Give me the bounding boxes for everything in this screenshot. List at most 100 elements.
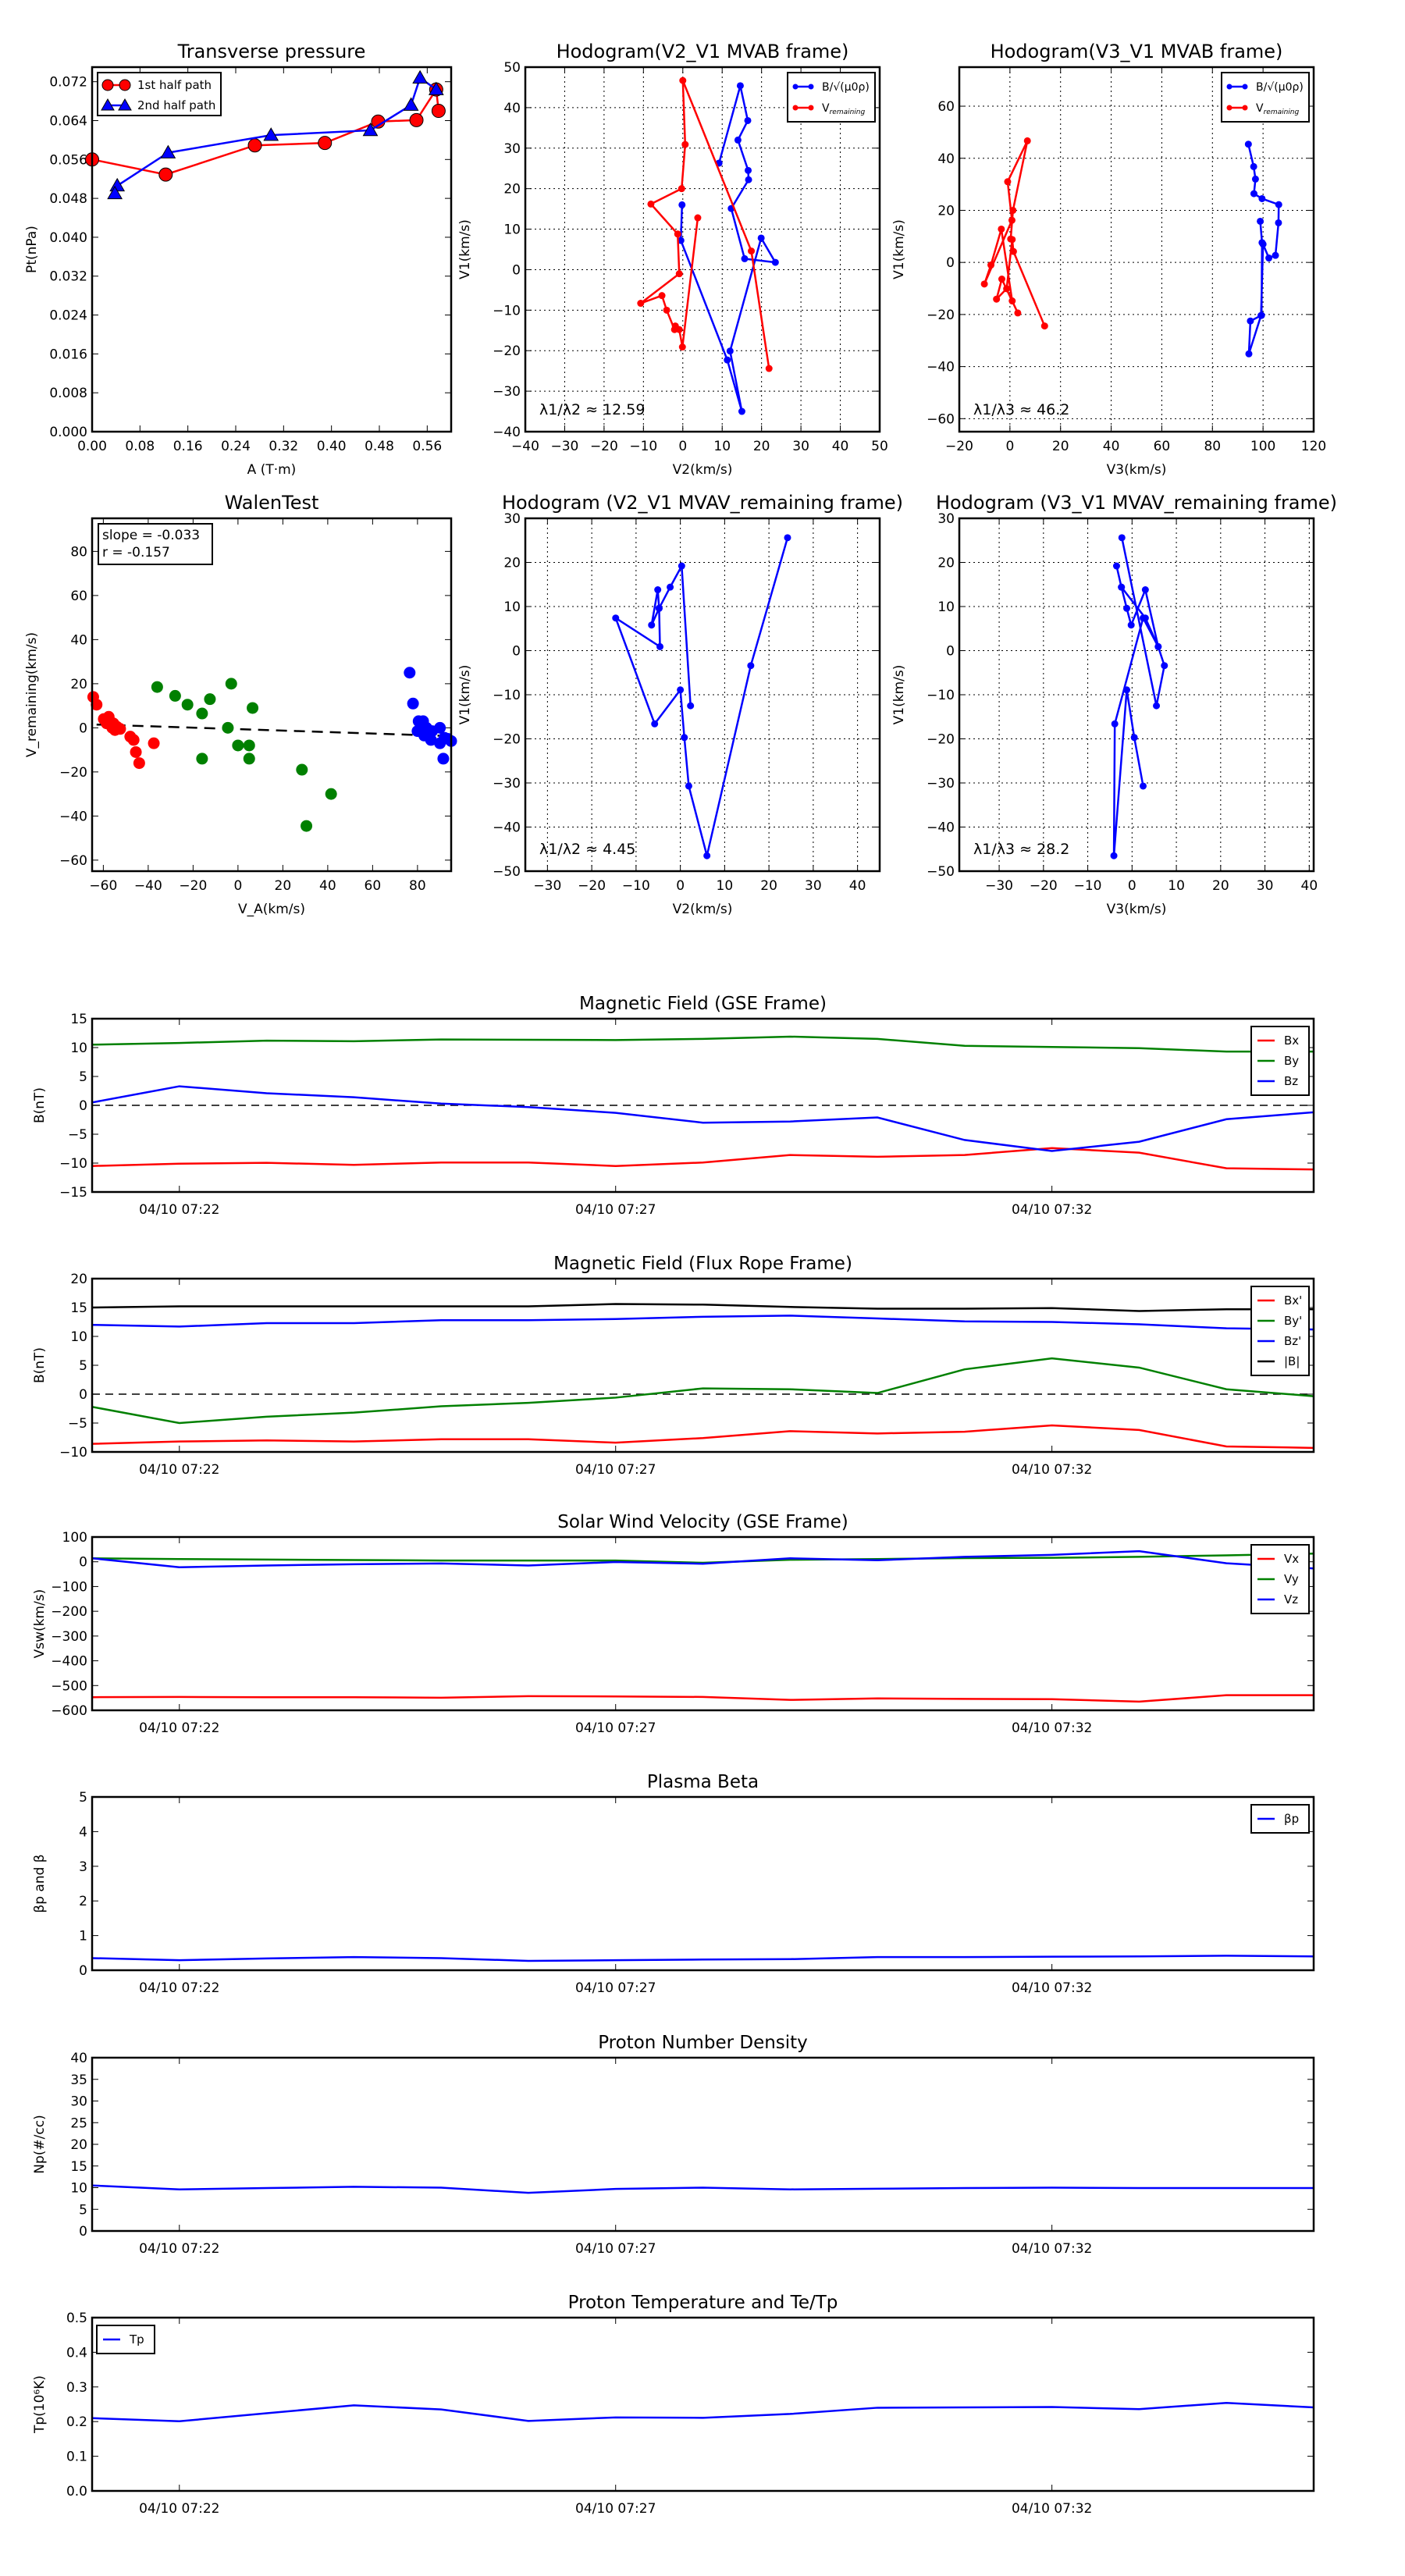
data-point [687, 702, 695, 710]
legend-box [97, 72, 222, 116]
x-tick-label: −20 [945, 439, 973, 454]
y-tick-label: −20 [493, 343, 521, 359]
y-tick-label: −10 [927, 688, 955, 703]
series-line [983, 140, 1046, 327]
x-tick-label: 04/10 07:22 [139, 1202, 219, 1218]
x-tick-label: 20 [753, 439, 770, 454]
y-tick-label: 0.032 [49, 269, 87, 285]
y-tick-label: −400 [51, 1654, 87, 1670]
y-tick-label: 10 [70, 2181, 87, 2197]
data-point [1272, 251, 1279, 259]
plot-frame [91, 1017, 1315, 1194]
x-tick-label: 80 [409, 878, 426, 894]
data-point [655, 604, 663, 612]
y-tick-label: 30 [937, 511, 955, 527]
y-axis-label: V1(km/s) [891, 665, 907, 725]
y-tick-label: 0.040 [49, 230, 87, 246]
chart-title: Solar Wind Velocity (GSE Frame) [557, 1512, 848, 1532]
data-point [1257, 217, 1264, 225]
data-point [1130, 734, 1138, 742]
x-tick-label: 0.40 [317, 439, 347, 454]
x-tick-label: 10 [717, 878, 734, 894]
data-point [667, 583, 674, 591]
y-tick-label: 0 [946, 644, 955, 660]
legend-label: B/√(μ0ρ) [1256, 81, 1304, 94]
x-tick-label: 20 [1052, 439, 1069, 454]
x-axis-label: V2(km/s) [673, 462, 733, 478]
legend-marker [792, 84, 799, 90]
series-b-0- [1244, 141, 1282, 358]
eigenvalue-ratio-annotation: λ1/λ2 ≈ 12.59 [539, 401, 645, 418]
series-v-remaining [637, 76, 773, 372]
y-tick-label: 5 [79, 1069, 87, 1085]
data-point [980, 280, 988, 288]
x-tick-label: −40 [134, 878, 162, 894]
y-tick-label: 10 [70, 1329, 87, 1345]
data-point [1118, 583, 1126, 591]
data-point [647, 200, 655, 208]
legend-marker [1242, 84, 1248, 90]
x-tick-label: 30 [792, 439, 809, 454]
data-point [127, 734, 140, 746]
data-point [196, 753, 208, 765]
y-tick-label: 10 [70, 1041, 87, 1056]
legend-label: Bx [1284, 1034, 1299, 1048]
y-axis-label: V1(km/s) [457, 219, 473, 279]
legend: Vx Vy Vz [1250, 1544, 1310, 1614]
data-point [736, 82, 744, 90]
y-tick-label: −5 [68, 1416, 87, 1432]
x-tick-label: 04/10 07:32 [1012, 1720, 1092, 1736]
x-tick-label: 04/10 07:27 [575, 1462, 656, 1478]
y-tick-label: 20 [937, 556, 955, 571]
data-point [148, 737, 160, 749]
x-tick-label: −60 [89, 878, 117, 894]
legend-label: |B| [1284, 1354, 1300, 1368]
data-point [1140, 782, 1147, 790]
eigenvalue-ratio-annotation: λ1/λ3 ≈ 28.2 [973, 841, 1069, 858]
y-tick-label: 0.1 [66, 2450, 87, 2465]
y-axis-label: V1(km/s) [457, 665, 473, 725]
chart-transverse-pressure: Transverse pressure 0.00 0.08 0.16 0.24 0.32 0… [24, 41, 453, 478]
data-point [1257, 311, 1265, 319]
legend: Bx' By' Bz' |B| [1250, 1286, 1310, 1376]
y-axis-label: Vsw(km/s) [32, 1589, 48, 1659]
y-tick-label: 4 [79, 1824, 87, 1840]
series-line-tp [91, 2401, 1314, 2423]
y-tick-label: 10 [503, 222, 521, 238]
series-2nd-half-path [107, 69, 444, 200]
y-tick-label: 20 [503, 556, 521, 571]
y-tick-label: −15 [59, 1185, 87, 1201]
data-point [1110, 852, 1118, 859]
x-tick-label: 0 [676, 878, 685, 894]
y-tick-label: 0.000 [49, 425, 87, 440]
data-point [677, 237, 685, 244]
y-tick-label: 100 [62, 1530, 87, 1546]
series-line [640, 80, 770, 369]
chart-title: WalenTest [225, 492, 319, 514]
x-tick-label: 0.32 [269, 439, 298, 454]
y-tick-label: 2 [79, 1894, 87, 1909]
x-tick-label: 40 [832, 439, 849, 454]
y-tick-label: 0 [512, 644, 521, 660]
data-point [263, 127, 279, 141]
y-tick-label: 0.016 [49, 347, 87, 362]
data-point [1140, 614, 1147, 622]
y-axis-label: Np(#/cc) [32, 2115, 48, 2173]
data-point [747, 662, 755, 670]
series-line-vy [91, 1552, 1314, 1564]
data-point [296, 763, 308, 776]
data-point [325, 788, 337, 800]
plot-frame [91, 1277, 1315, 1453]
data-point [407, 697, 419, 710]
y-tick-label: 40 [937, 151, 955, 167]
data-point [656, 642, 664, 650]
annotation-box [98, 523, 213, 565]
data-point [158, 167, 173, 182]
legend-label: Tp [129, 2332, 144, 2347]
data-point [1112, 562, 1120, 570]
y-tick-label: 0.072 [49, 75, 87, 91]
y-axis-label: Tp(10⁶K) [32, 2375, 48, 2434]
data-point [1250, 190, 1257, 197]
y-tick-label: 40 [503, 101, 521, 116]
